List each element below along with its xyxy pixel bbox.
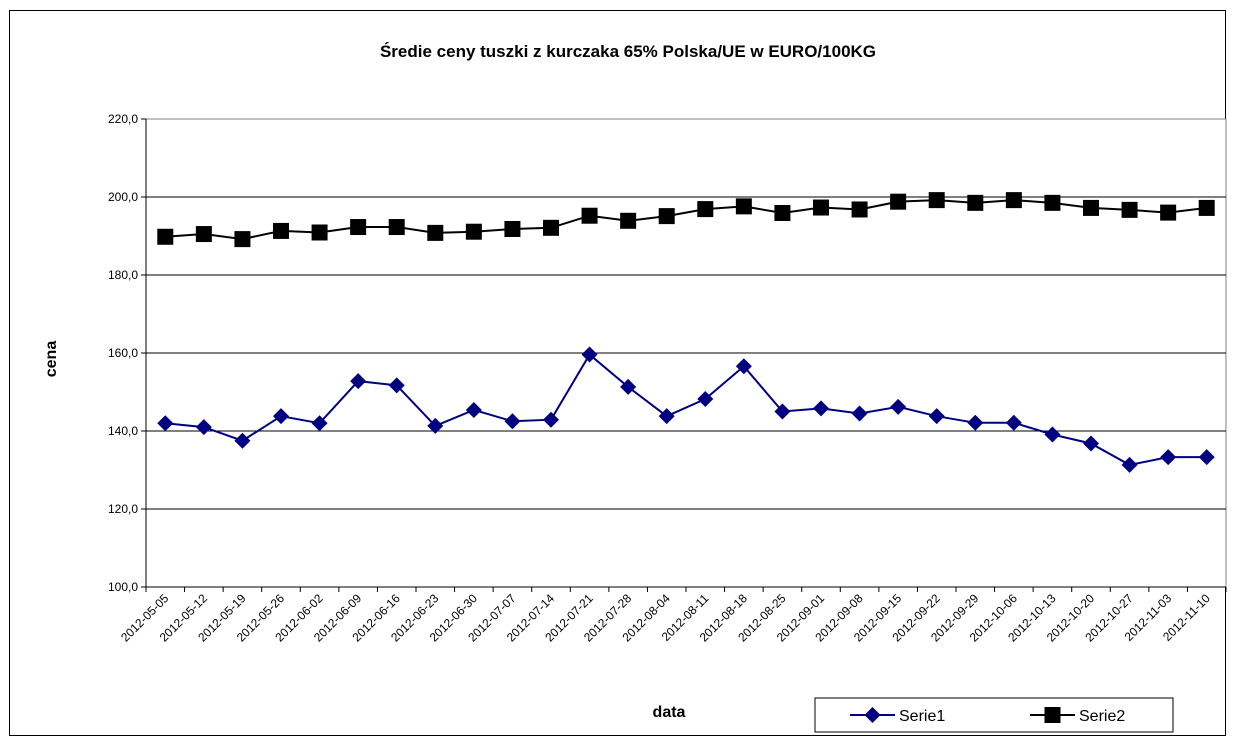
- data-point-Serie1: [311, 415, 328, 432]
- data-point-Serie1: [273, 408, 289, 425]
- y-tick-label: 140,0: [108, 424, 138, 438]
- data-point-Serie2: [735, 198, 752, 215]
- data-point-Serie1: [234, 432, 251, 449]
- data-point-Serie1: [350, 373, 367, 390]
- data-point-Serie1: [581, 346, 598, 363]
- data-point-Serie1: [697, 391, 714, 408]
- y-tick-label: 100,0: [108, 580, 138, 594]
- legend-label-Serie2: Serie2: [1079, 708, 1125, 725]
- data-point-Serie1: [1121, 456, 1138, 473]
- data-point-Serie2: [658, 208, 675, 225]
- y-tick-label: 200,0: [108, 190, 138, 204]
- data-point-Serie1: [928, 408, 945, 425]
- data-point-Serie1: [1083, 435, 1099, 452]
- data-point-Serie1: [735, 358, 752, 375]
- x-axis-label: data: [653, 704, 686, 721]
- data-point-Serie2: [465, 223, 482, 240]
- y-axis-ticks: 100,0 120,0 140,0 160,0 180,0 200,0 220,0: [108, 112, 146, 594]
- data-point-Serie1: [851, 405, 868, 422]
- data-point-Serie2: [620, 212, 637, 229]
- data-point-Serie2: [195, 226, 212, 243]
- data-point-Serie1: [1005, 414, 1022, 431]
- data-point-Serie2: [427, 224, 444, 241]
- series-Serie2: [157, 192, 1215, 248]
- data-point-Serie1: [967, 414, 984, 431]
- chart-title: Średie ceny tuszki z kurczaka 65% Polska…: [380, 42, 876, 61]
- data-point-Serie1: [1160, 449, 1177, 466]
- legend-box: [814, 697, 1174, 733]
- legend-label-Serie1: Serie1: [899, 708, 945, 725]
- data-point-Serie1: [813, 400, 829, 417]
- data-point-Serie1: [195, 419, 212, 436]
- series-layer: [157, 192, 1215, 473]
- data-point-Serie2: [697, 201, 714, 218]
- y-tick-label: 180,0: [108, 268, 138, 282]
- legend-marker-Serie2: [1044, 707, 1061, 723]
- data-point-Serie2: [273, 222, 289, 239]
- data-point-Serie2: [1121, 201, 1138, 218]
- data-point-Serie2: [350, 219, 367, 236]
- data-point-Serie1: [543, 411, 559, 428]
- y-tick-label: 120,0: [108, 502, 138, 516]
- data-point-Serie1: [890, 398, 907, 415]
- data-point-Serie1: [504, 413, 521, 430]
- y-tick-label: 220,0: [108, 112, 138, 126]
- y-axis-label: cena: [43, 341, 60, 378]
- y-tick-label: 160,0: [108, 346, 138, 360]
- data-point-Serie1: [1198, 449, 1215, 466]
- data-point-Serie1: [658, 408, 675, 425]
- data-point-Serie2: [1005, 192, 1022, 209]
- series-line-Serie2: [165, 199, 1207, 241]
- legend-marker-Serie1: [864, 707, 881, 723]
- legend: Serie1 Serie2: [814, 697, 1174, 733]
- data-point-Serie1: [620, 378, 637, 395]
- data-point-Serie2: [967, 194, 984, 211]
- data-point-Serie2: [311, 224, 328, 241]
- data-point-Serie1: [157, 415, 174, 432]
- data-point-Serie1: [465, 401, 482, 418]
- data-point-Serie2: [928, 192, 945, 209]
- data-point-Serie2: [774, 204, 791, 221]
- data-point-Serie1: [1044, 426, 1061, 443]
- data-point-Serie2: [388, 219, 405, 236]
- data-point-Serie2: [1044, 194, 1061, 211]
- series-line-Serie1: [165, 353, 1207, 466]
- data-point-Serie2: [813, 199, 829, 216]
- data-point-Serie1: [427, 417, 444, 434]
- data-point-Serie2: [1198, 199, 1215, 216]
- data-point-Serie2: [157, 228, 174, 245]
- data-point-Serie2: [581, 207, 598, 224]
- data-point-Serie2: [234, 231, 251, 248]
- series-Serie1: [157, 346, 1215, 473]
- data-point-Serie1: [388, 377, 405, 394]
- data-point-Serie2: [890, 193, 907, 210]
- data-point-Serie2: [543, 219, 559, 236]
- data-point-Serie2: [1083, 199, 1099, 216]
- data-point-Serie2: [1160, 204, 1177, 221]
- data-point-Serie2: [851, 201, 868, 218]
- data-point-Serie2: [504, 220, 521, 237]
- data-point-Serie1: [774, 403, 791, 420]
